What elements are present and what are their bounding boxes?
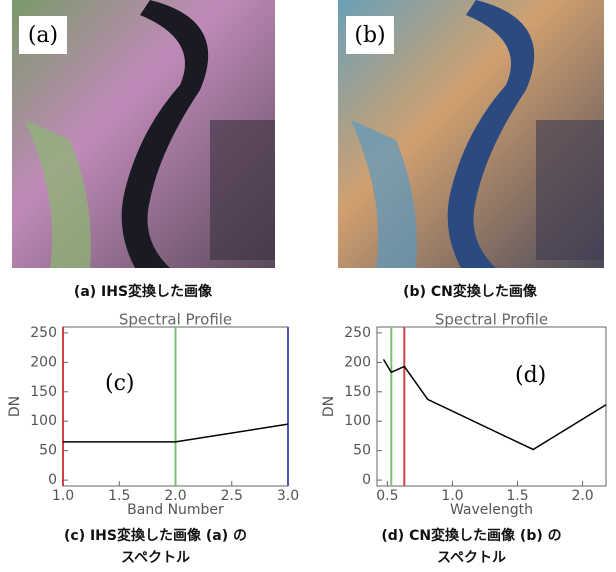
- y-tick-label: 250: [30, 325, 57, 341]
- y-tick-label: 0: [362, 472, 371, 488]
- image-caption: (b) CN変換した画像: [403, 283, 538, 300]
- y-tick-label: 50: [353, 443, 371, 459]
- y-tick-label: 0: [48, 472, 57, 488]
- spectrum-line: [384, 359, 606, 449]
- y-axis-label: DN: [321, 396, 337, 417]
- image-label: (a): [28, 23, 58, 48]
- chart-annotation: (d): [515, 363, 546, 388]
- plot-frame: [377, 327, 606, 486]
- y-tick-label: 250: [344, 325, 371, 341]
- y-tick-label: 200: [30, 354, 57, 370]
- x-tick-label: 3.0: [277, 488, 299, 504]
- x-tick-label: 2.0: [571, 488, 593, 504]
- y-tick-label: 50: [39, 443, 57, 459]
- image-caption: (a) IHS変換した画像: [74, 283, 213, 300]
- chart-title: Spectral Profile: [119, 311, 232, 329]
- y-tick-label: 150: [344, 384, 371, 400]
- chart-caption: (d) CN変換した画像 (b) の: [381, 527, 561, 544]
- y-axis-label: DN: [7, 396, 23, 417]
- image-b: (b): [338, 0, 604, 268]
- chart-caption: スペクトル: [437, 550, 506, 566]
- x-tick-label: 2.5: [221, 488, 243, 504]
- y-tick-label: 100: [30, 413, 57, 429]
- figure: (a) (b) (a) IHS変換した画像 (b) CN変換した画像 Spect…: [0, 0, 616, 572]
- chart-title: Spectral Profile: [435, 311, 548, 329]
- chart-caption: (c) IHS変換した画像 (a) の: [64, 527, 247, 544]
- y-tick-label: 150: [30, 384, 57, 400]
- y-tick-label: 100: [344, 413, 371, 429]
- image-a: (a): [12, 0, 275, 268]
- chart-annotation: (c): [105, 371, 135, 396]
- x-axis-label: Wavelength: [450, 502, 533, 518]
- x-tick-label: 0.5: [376, 488, 398, 504]
- x-tick-label: 1.0: [52, 488, 74, 504]
- x-axis-label: Band Number: [127, 502, 224, 518]
- chart-caption: スペクトル: [121, 550, 190, 566]
- y-tick-label: 200: [344, 354, 371, 370]
- image-label: (b): [354, 23, 385, 48]
